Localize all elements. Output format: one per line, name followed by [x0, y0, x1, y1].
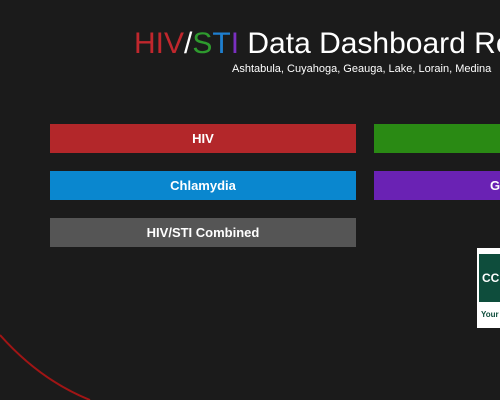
- title-part: /: [184, 27, 193, 60]
- logo: CC Your: [477, 248, 500, 328]
- title-part: HIV: [134, 27, 185, 60]
- button-label: G: [490, 178, 500, 193]
- logo-mark: CC: [479, 254, 500, 302]
- gonorrhea-button[interactable]: G: [374, 171, 500, 200]
- subtitle: Ashtabula, Cuyahoga, Geauga, Lake, Lorai…: [232, 63, 492, 75]
- title: HIV/STI Data Dashboard Re: [134, 27, 500, 61]
- button[interactable]: [374, 124, 500, 153]
- chlamydia-button[interactable]: Chlamydia: [50, 171, 356, 200]
- hiv-button[interactable]: HIV: [50, 124, 356, 153]
- logo-tagline: Your: [481, 310, 499, 319]
- title-part: T: [212, 27, 231, 60]
- combined-button[interactable]: HIV/STI Combined: [50, 218, 356, 247]
- title-part: Data Dashboard Re: [239, 27, 500, 60]
- title-part: I: [230, 27, 240, 60]
- title-part: S: [192, 27, 213, 60]
